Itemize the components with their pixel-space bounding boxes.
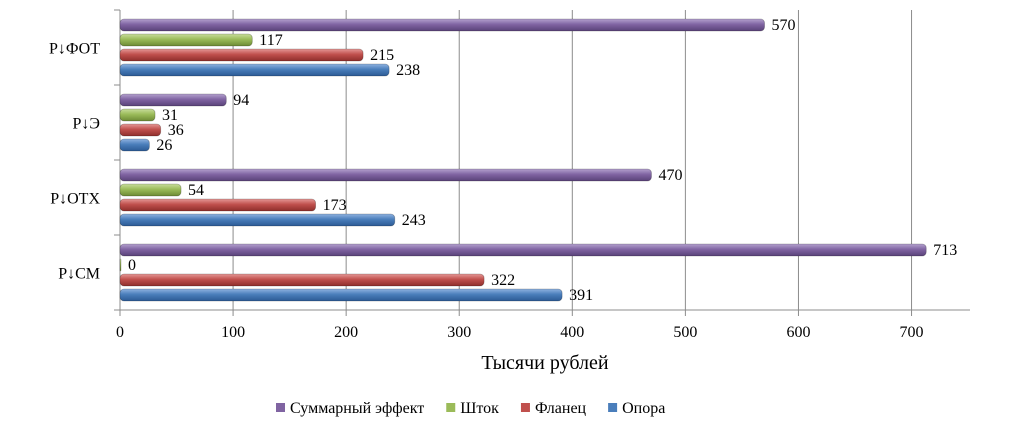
data-label-0-0: 391 <box>569 287 593 304</box>
bar-1-3 <box>119 168 652 182</box>
x-tick-label-500: 500 <box>673 324 697 341</box>
data-label-2-1: 36 <box>168 122 184 139</box>
category-label-0: P↓СМ <box>58 266 100 283</box>
legend-label-3: Опора <box>622 400 665 417</box>
bar-2-1 <box>119 123 162 137</box>
legend: Суммарный эффект Шток Фланец Опора <box>276 400 665 417</box>
bar-3-3 <box>119 18 765 32</box>
bar-2-3 <box>119 93 227 107</box>
data-label-2-2: 31 <box>162 107 178 124</box>
bar-1-0 <box>119 213 396 227</box>
bar-0-2 <box>119 258 122 272</box>
axes: 0 100 200 300 400 500 600 700 P↓СМ P↓ОТХ P↓Э P↓ФОТ <box>49 9 970 341</box>
data-label-3-2: 117 <box>259 32 282 49</box>
bar-1-1 <box>119 198 317 212</box>
data-label-2-0: 26 <box>156 137 172 154</box>
bar-2-0 <box>119 138 150 152</box>
bar-0-1 <box>119 273 485 287</box>
legend-swatch-0 <box>276 403 285 412</box>
category-label-1: P↓ОТХ <box>50 191 100 208</box>
data-label-3-0: 238 <box>396 62 420 79</box>
x-tick-label-100: 100 <box>221 324 245 341</box>
data-label-3-3: 570 <box>772 17 796 34</box>
bar-3-0 <box>119 63 390 77</box>
legend-swatch-1 <box>446 403 456 412</box>
legend-label-1: Шток <box>460 400 499 417</box>
x-tick-label-700: 700 <box>900 324 924 341</box>
data-label-1-0: 243 <box>402 212 426 229</box>
data-label-3-1: 215 <box>370 47 394 64</box>
category-label-2: P↓Э <box>73 116 100 133</box>
bars <box>119 18 927 302</box>
bar-3-1 <box>119 48 364 62</box>
x-tick-label-300: 300 <box>447 324 471 341</box>
bar-3-2 <box>119 33 253 47</box>
x-tick-label-0: 0 <box>116 324 124 341</box>
legend-label-0: Суммарный эффект <box>290 400 424 417</box>
x-tick-label-600: 600 <box>786 324 810 341</box>
data-label-1-3: 470 <box>658 167 682 184</box>
bar-2-2 <box>119 108 156 122</box>
x-axis-title: Тысячи рублей <box>481 352 609 374</box>
data-label-0-3: 713 <box>933 242 957 259</box>
legend-swatch-3 <box>608 403 618 412</box>
data-label-0-1: 322 <box>491 272 515 289</box>
x-tick-label-200: 200 <box>334 324 358 341</box>
bar-0-0 <box>119 288 563 302</box>
x-tick-label-400: 400 <box>560 324 584 341</box>
data-label-2-3: 94 <box>233 92 249 109</box>
data-label-1-2: 54 <box>188 182 204 199</box>
data-label-0-2: 0 <box>128 257 136 274</box>
data-label-1-1: 173 <box>323 197 347 214</box>
legend-swatch-2 <box>520 403 530 412</box>
bar-0-3 <box>119 243 927 257</box>
category-label-3: P↓ФОТ <box>49 41 100 58</box>
bar-1-2 <box>119 183 182 197</box>
legend-label-2: Фланец <box>535 400 587 417</box>
